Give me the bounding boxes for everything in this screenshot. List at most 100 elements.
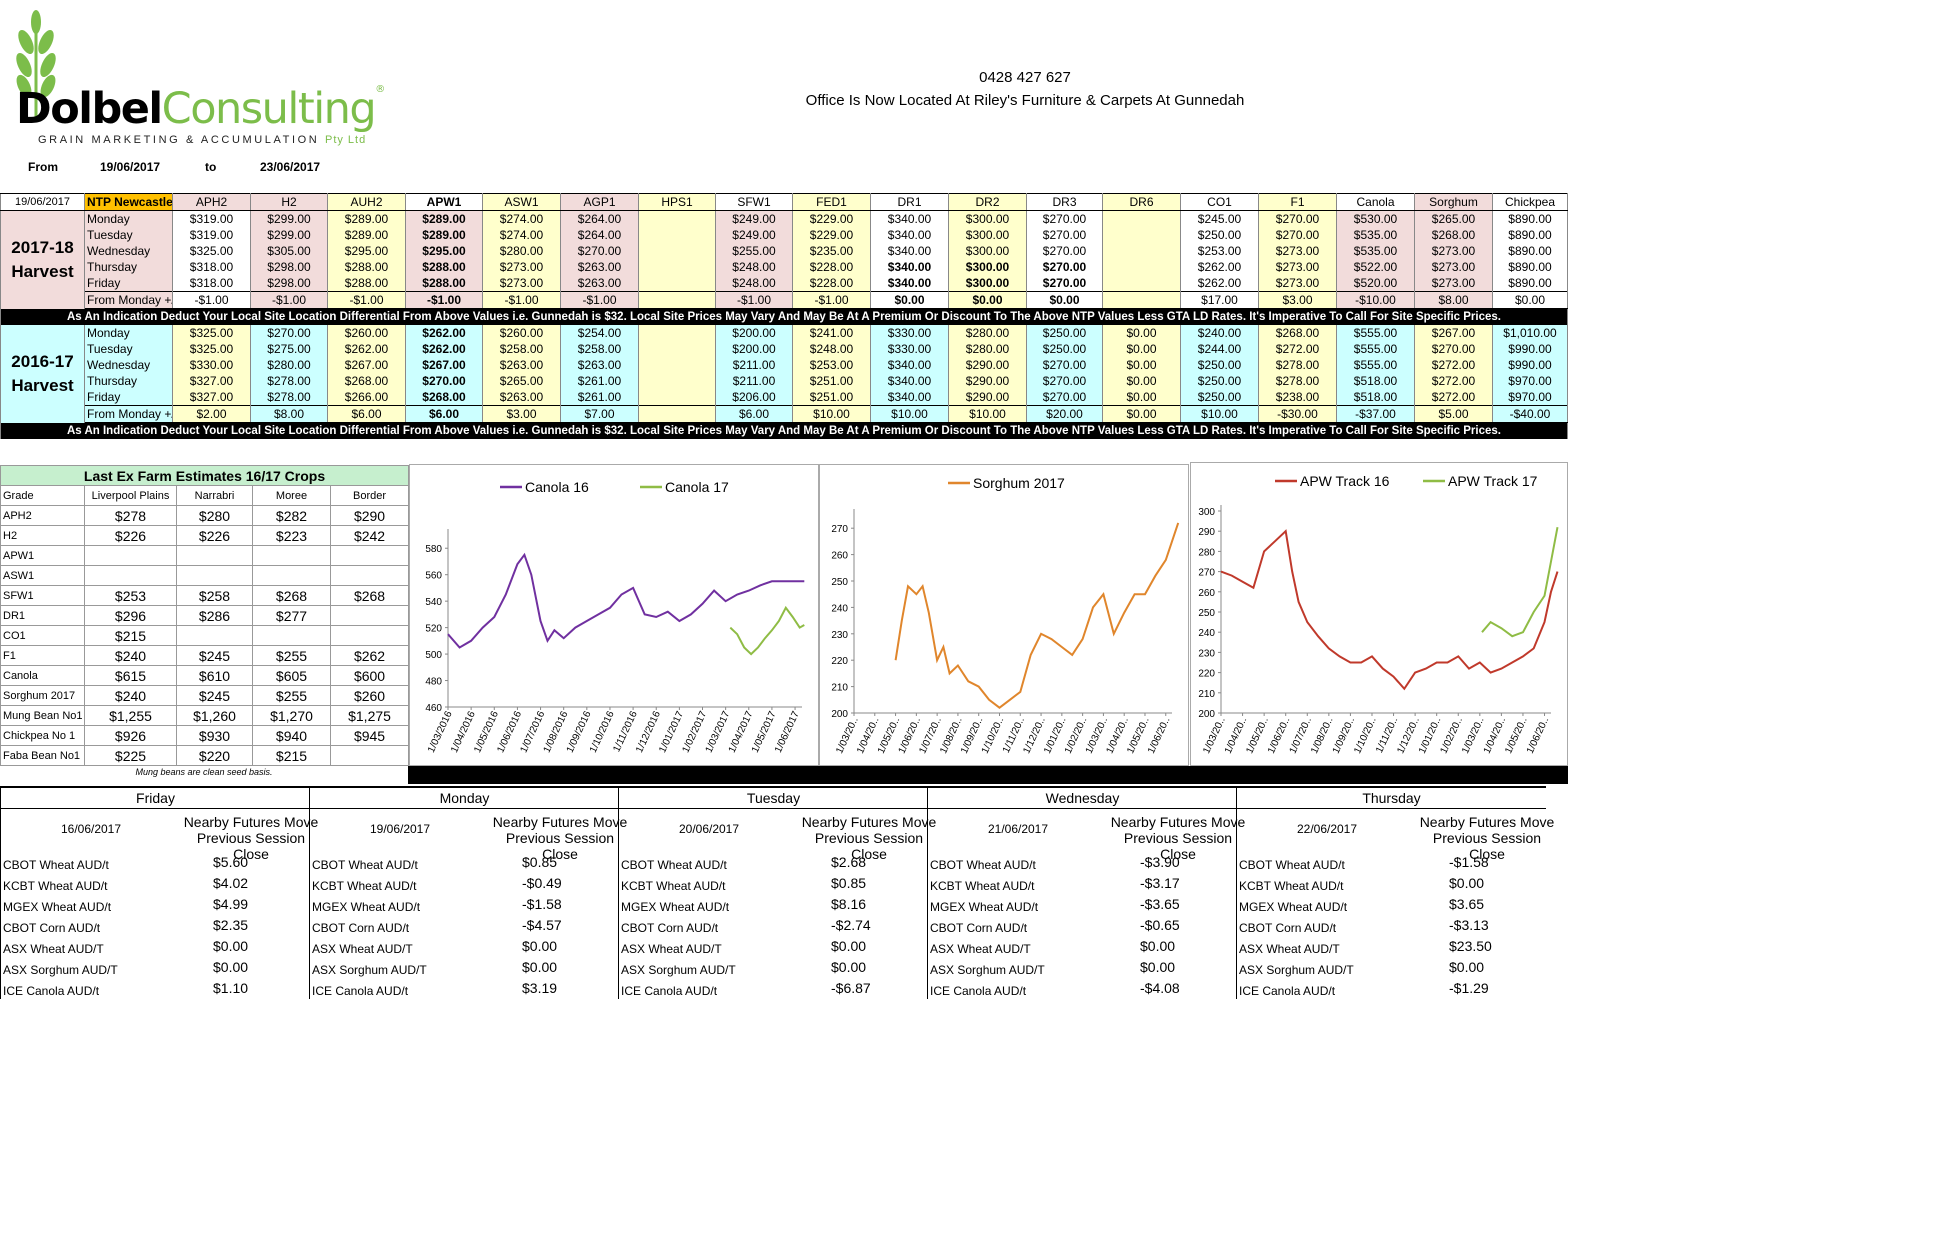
futures-row: KCBT Wheat AUD/t $0.85 <box>621 875 921 896</box>
estimates-title: Last Ex Farm Estimates 16/17 Crops <box>0 465 410 486</box>
to-label: to <box>205 160 217 174</box>
estimate-grade: Chickpea No 1 <box>0 725 85 746</box>
price-cell: $288.00 <box>405 275 483 292</box>
price-cell: $17.00 <box>1180 291 1259 309</box>
estimates-row: H2 $226 $226 $223 $242 <box>0 525 410 546</box>
futures-label: ICE Canola AUD/t <box>621 984 718 998</box>
legend-label: APW Track 17 <box>1448 473 1538 489</box>
price-cell: $288.00 <box>405 259 483 275</box>
estimate-grade: Sorghum 2017 <box>0 685 85 706</box>
price-cell: $300.00 <box>948 243 1027 259</box>
price-cell: $270.00 <box>1026 275 1103 292</box>
grade-header-asw1: ASW1 <box>482 193 561 211</box>
futures-value: $1.10 <box>213 980 249 996</box>
price-cell: $263.00 <box>560 259 639 275</box>
futures-row: ICE Canola AUD/t -$4.08 <box>930 980 1230 1001</box>
estimate-value: $253 <box>84 585 177 606</box>
ntp-price-table: 19/06/2017 NTP Newcastle APH2 H2 AUH2 APW1 ASW… <box>0 193 1568 439</box>
price-cell: $270.00 <box>1026 373 1103 389</box>
futures-header-line2: Previous Session Close <box>814 830 924 862</box>
price-cell: $244.00 <box>1180 341 1259 357</box>
price-cell: $970.00 <box>1492 373 1568 389</box>
price-cell: $274.00 <box>482 210 561 227</box>
series-line-sorghum-2017 <box>894 522 1180 709</box>
price-cell: $0.00 <box>1102 325 1181 341</box>
estimate-value: $226 <box>176 525 253 546</box>
price-cell: $273.00 <box>1414 259 1493 275</box>
futures-label: ASX Sorghum AUD/T <box>312 963 427 977</box>
estimates-row: Canola $615 $610 $605 $600 <box>0 665 410 686</box>
y-tick-label: 210 <box>1198 689 1215 700</box>
futures-date: 20/06/2017 <box>678 822 740 836</box>
futures-row: CBOT Corn AUD/t -$4.57 <box>312 917 612 938</box>
day-label: Tuesday <box>84 341 173 357</box>
price-cell <box>638 210 716 227</box>
price-header-row: 19/06/2017 NTP Newcastle APH2 H2 AUH2 APW1 ASW… <box>0 193 1568 211</box>
price-cell: $289.00 <box>327 227 406 243</box>
price-cell: $270.00 <box>1414 341 1493 357</box>
futures-label: CBOT Corn AUD/t <box>621 921 719 935</box>
price-cell: $264.00 <box>560 210 639 227</box>
estimate-grade: DR1 <box>0 605 85 626</box>
series-line-canola-16 <box>447 552 805 649</box>
price-cell <box>638 291 716 309</box>
futures-label: ASX Sorghum AUD/T <box>3 963 118 977</box>
day-label: Friday <box>84 275 173 292</box>
futures-value: $0.00 <box>1449 959 1485 975</box>
office-location: Office Is Now Located At Riley's Furnitu… <box>805 92 1245 109</box>
futures-value: -$3.65 <box>1140 896 1180 912</box>
estimate-value: $245 <box>176 685 253 706</box>
y-tick-label: 300 <box>1198 507 1215 518</box>
futures-date: 21/06/2017 <box>987 822 1049 836</box>
futures-value: $0.00 <box>831 959 867 975</box>
price-cell: $330.00 <box>172 357 251 373</box>
chart-svg: 2002102202302402502602702802903001/03/20… <box>1198 473 1559 756</box>
estimate-value <box>252 625 331 646</box>
futures-row: CBOT Corn AUD/t -$2.74 <box>621 917 921 938</box>
price-cell: -$1.00 <box>560 291 639 309</box>
futures-value: -$0.49 <box>522 875 562 891</box>
price-cell: $235.00 <box>792 243 871 259</box>
futures-day-panel: Wednesday 21/06/2017 Nearby Futures Move Pr… <box>927 786 1245 1001</box>
price-cell: $262.00 <box>327 341 406 357</box>
price-cell: $325.00 <box>172 243 251 259</box>
price-cell: $0.00 <box>1102 373 1181 389</box>
price-cell: $270.00 <box>1026 389 1103 406</box>
grade-header-dr6: DR6 <box>1102 193 1181 211</box>
estimate-value: $220 <box>176 745 253 766</box>
price-cell: $270.00 <box>1026 227 1103 243</box>
price-cell: $273.00 <box>1258 243 1337 259</box>
legend-label: Sorghum 2017 <box>973 475 1065 491</box>
price-row: Thursday $327.00 $278.00 $268.00 $270.00 $265… <box>1 373 1568 389</box>
price-cell <box>638 243 716 259</box>
futures-value: $2.68 <box>831 854 867 870</box>
price-cell: $0.00 <box>1026 291 1103 309</box>
futures-row: ASX Sorghum AUD/T $0.00 <box>3 959 303 980</box>
futures-header: Nearby Futures Move Previous Session Clos… <box>181 814 321 862</box>
grade-header-fed1: FED1 <box>792 193 871 211</box>
price-cell: $305.00 <box>250 243 328 259</box>
estimate-value <box>329 745 410 766</box>
futures-row: ICE Canola AUD/t -$1.29 <box>1239 980 1539 1001</box>
estimate-grade: Mung Bean No1 <box>0 705 85 726</box>
price-cell: $0.00 <box>870 291 949 309</box>
price-row: Wednesday $330.00 $280.00 $267.00 $267.00 $26… <box>1 357 1568 373</box>
futures-value: -$1.58 <box>1449 854 1489 870</box>
differential-note: As An Indication Deduct Your Local Site … <box>0 308 1568 325</box>
futures-label: ASX Wheat AUD/T <box>312 942 413 956</box>
futures-row: CBOT Wheat AUD/t -$1.58 <box>1239 854 1539 875</box>
futures-value: -$3.17 <box>1140 875 1180 891</box>
y-tick-label: 200 <box>1198 709 1215 720</box>
futures-row: ASX Wheat AUD/T $0.00 <box>621 938 921 959</box>
estimate-value <box>329 565 410 586</box>
price-cell: $990.00 <box>1492 357 1568 373</box>
price-cell: $270.00 <box>1258 210 1337 227</box>
price-cell: $263.00 <box>482 389 561 406</box>
estimates-header: Moree <box>252 485 331 506</box>
futures-label: CBOT Wheat AUD/t <box>621 858 727 872</box>
series-line-apw-track-17 <box>1481 527 1559 638</box>
day-label: Thursday <box>84 373 173 389</box>
estimate-grade: H2 <box>0 525 85 546</box>
estimate-value: $615 <box>84 665 177 686</box>
y-tick-label: 240 <box>1198 628 1215 639</box>
